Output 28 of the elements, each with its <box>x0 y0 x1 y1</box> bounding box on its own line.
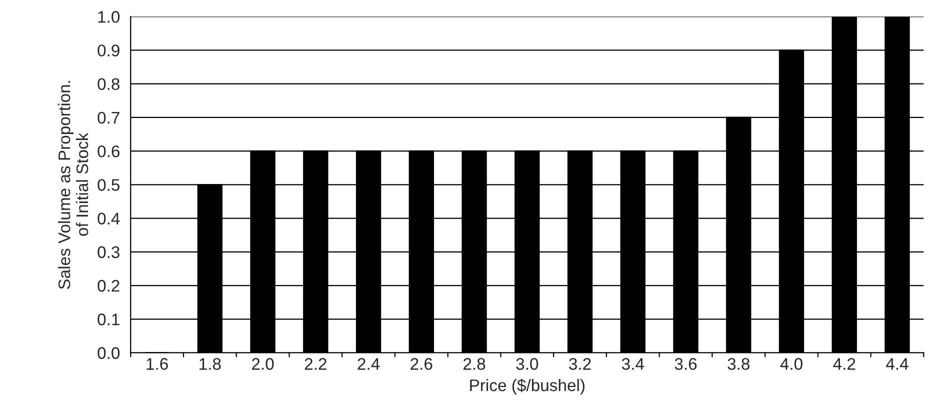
y-tick-label: 0.7 <box>98 112 120 124</box>
y-tick-label: 0.6 <box>98 145 120 158</box>
y-tick-label: 0.3 <box>98 246 120 258</box>
y-tick-label: 0.2 <box>98 280 120 292</box>
x-tick-label: 2.0 <box>252 358 274 370</box>
x-tick-label: 3.4 <box>622 358 644 370</box>
y-axis-title: Sales Volume as Proportion. of Initial Stock <box>58 81 88 290</box>
x-tick-label: 3.6 <box>674 358 697 370</box>
y-tick-label: 0.5 <box>98 179 120 191</box>
y-tick-label: 0.9 <box>98 44 120 56</box>
x-tick-label: 2.2 <box>304 358 326 370</box>
y-tick-label: 1.0 <box>98 11 120 23</box>
y-tick-label: 0.0 <box>98 347 120 359</box>
x-tick-label: 4.0 <box>780 358 802 370</box>
y-tick-label: 0.1 <box>98 314 120 326</box>
x-axis-title: Price ($/bushel) <box>470 378 584 394</box>
x-tick-label: 2.6 <box>410 358 432 370</box>
x-tick-label: 4.2 <box>833 358 856 370</box>
x-tick-label: 2.8 <box>464 358 486 370</box>
x-tick-label: 1.8 <box>200 358 221 370</box>
x-tick-label: 4.4 <box>886 358 908 370</box>
x-tick-label: 3.0 <box>516 358 538 370</box>
x-tick-label: 3.2 <box>569 358 591 370</box>
x-tick-label: 1.6 <box>146 358 168 370</box>
y-tick-label: 0.4 <box>98 212 120 224</box>
x-tick-label: 2.4 <box>358 358 380 370</box>
y-tick-label: 0.8 <box>98 78 120 90</box>
x-tick-label: 3.8 <box>728 358 750 370</box>
